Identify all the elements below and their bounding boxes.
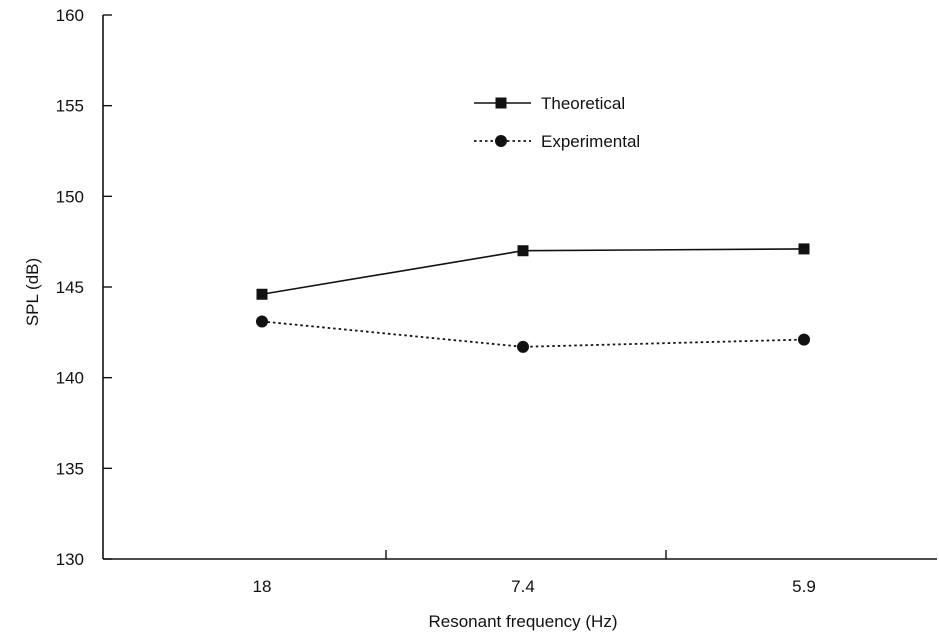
legend-marker-theoretical [495,97,507,109]
axes [102,15,937,560]
experimental-point-7-4 [517,340,529,353]
legend-marker-experimental [495,135,507,147]
y-tick-label-140: 140 [56,369,84,388]
legend: Theoretical Experimental [474,94,640,151]
y-tick-label-155: 155 [56,97,84,116]
y-tick-label-135: 135 [56,459,84,478]
y-axis-label: SPL (dB) [23,258,42,326]
ticks: 130 135 140 145 150 155 160 18 7.4 5.9 [56,6,816,596]
y-tick-label-130: 130 [56,550,84,569]
legend-item-theoretical: Theoretical [474,94,625,113]
x-tick-label-18: 18 [253,577,272,596]
series-experimental [256,315,810,353]
experimental-point-5-9 [798,333,810,346]
y-tick-label-145: 145 [56,278,84,297]
legend-item-experimental: Experimental [474,132,640,151]
series-line-experimental [261,320,805,348]
legend-label-experimental: Experimental [541,132,640,151]
x-tick-label-7-4: 7.4 [511,577,535,596]
x-axis-label: Resonant frequency (Hz) [429,612,618,631]
theoretical-point-7-4 [517,245,529,257]
legend-label-theoretical: Theoretical [541,94,625,113]
theoretical-point-5-9 [798,243,810,255]
y-tick-label-160: 160 [56,6,84,25]
experimental-point-18 [256,315,268,328]
series-theoretical [256,243,810,300]
theoretical-point-18 [256,288,268,300]
series-layer [256,243,810,353]
x-tick-label-5-9: 5.9 [792,577,816,596]
series-line-theoretical [261,248,805,296]
y-tick-label-150: 150 [56,187,84,206]
